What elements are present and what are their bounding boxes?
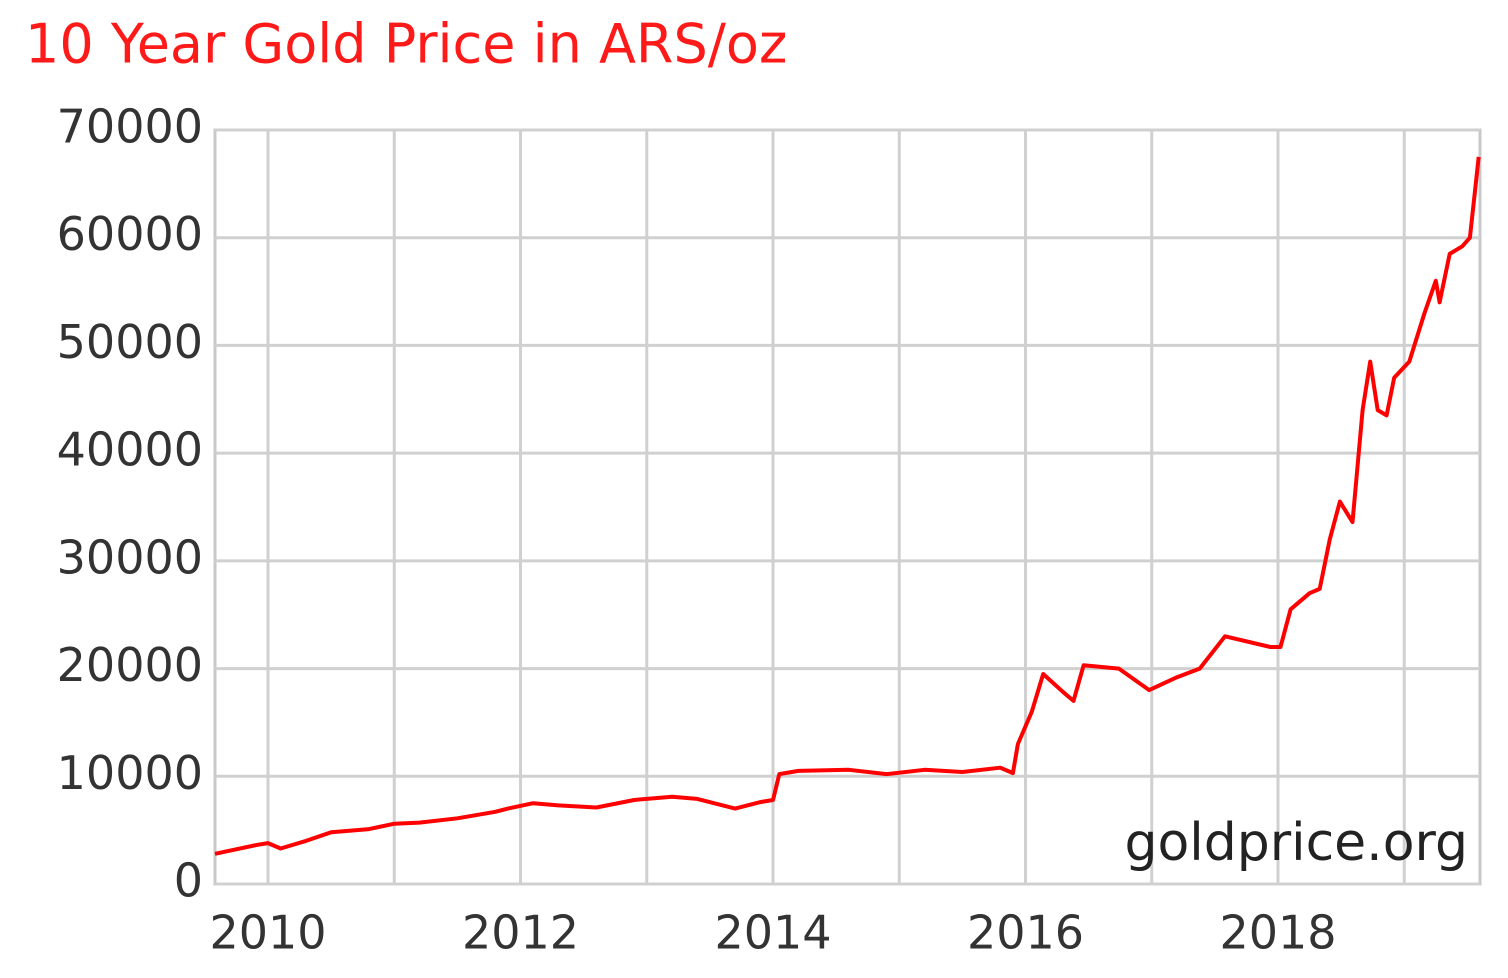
x-tick-label: 2014	[714, 906, 831, 960]
x-tick-label: 2018	[1219, 906, 1336, 960]
x-tick-label: 2010	[209, 906, 326, 960]
y-tick-label: 0	[174, 854, 203, 908]
watermark: goldprice.org	[1124, 813, 1468, 873]
y-tick-label: 50000	[57, 315, 203, 369]
y-tick-label: 40000	[57, 423, 203, 477]
y-tick-label: 60000	[57, 207, 203, 261]
chart-title: 10 Year Gold Price in ARS/oz	[25, 13, 787, 76]
x-tick-label: 2016	[967, 906, 1084, 960]
y-tick-label: 30000	[57, 530, 203, 584]
y-tick-label: 20000	[57, 638, 203, 692]
price-line	[214, 156, 1481, 856]
y-tick-label: 10000	[57, 746, 203, 800]
x-tick-label: 2012	[462, 906, 579, 960]
y-tick-label: 70000	[57, 100, 203, 154]
